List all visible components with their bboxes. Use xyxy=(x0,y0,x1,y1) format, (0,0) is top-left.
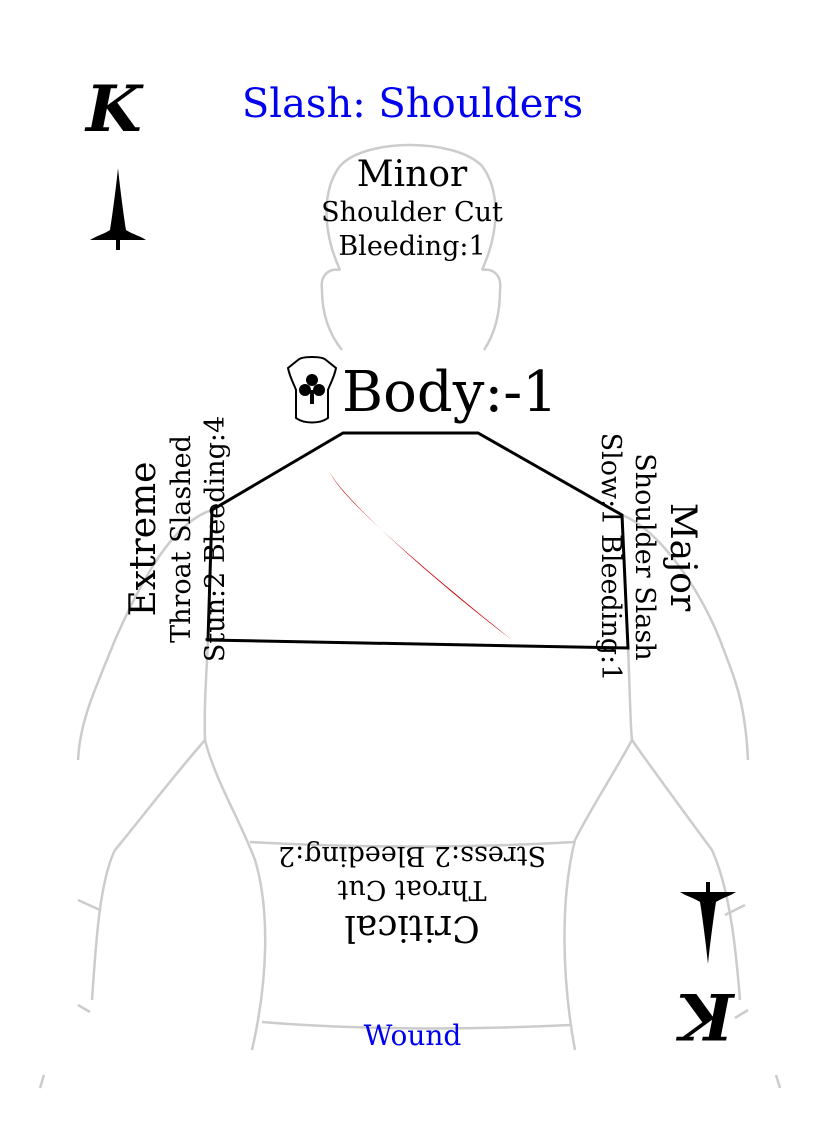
extreme-effect-name: Throat Slashed xyxy=(166,435,197,643)
shoulder-right-outline xyxy=(621,513,750,761)
torso-club-icon xyxy=(286,356,338,424)
ear-left xyxy=(320,268,341,291)
right-edge-marks xyxy=(724,903,782,1089)
minor-heading: Minor xyxy=(356,154,468,195)
extreme-heading: Extreme xyxy=(123,461,164,617)
critical-effect-name: Throat Cut xyxy=(337,874,487,905)
major-effect-stats: Slow:1 Bleeding:1 xyxy=(595,432,626,682)
ear-right xyxy=(481,268,502,291)
neck-outline xyxy=(320,289,502,351)
torso-right-outline xyxy=(563,647,634,1051)
body-stat: Body:-1 xyxy=(342,360,558,425)
dagger-suit-icon-inverted xyxy=(680,882,736,964)
critical-section: Critical Throat Cut Stress:2 Bleeding:2 xyxy=(262,838,562,948)
major-section: Major Shoulder Slash Slow:1 Bleeding:1 xyxy=(589,407,703,707)
card-title: Slash: Shoulders xyxy=(241,81,584,127)
slash-wound-mark xyxy=(330,472,512,640)
arm-left-outline xyxy=(90,739,206,1001)
chest-band-top xyxy=(249,840,576,848)
critical-effect-stats: Stress:2 Bleeding:2 xyxy=(277,840,547,871)
arm-right-outline xyxy=(630,739,742,1001)
minor-effect-name: Shoulder Cut xyxy=(321,197,503,228)
major-effect-name: Shoulder Slash xyxy=(629,453,660,661)
extreme-section: Extreme Throat Slashed Stun:2 Bleeding:4 xyxy=(123,389,237,689)
minor-section: Minor Shoulder Cut Bleeding:1 xyxy=(262,154,562,264)
left-edge-marks xyxy=(38,898,101,1089)
dagger-suit-icon xyxy=(90,168,146,250)
card-type-label: Wound xyxy=(363,1019,462,1052)
torso-left-outline xyxy=(203,639,267,1051)
waist-band xyxy=(261,1020,571,1030)
minor-effect-stats: Bleeding:1 xyxy=(338,231,486,262)
major-heading: Major xyxy=(662,502,703,612)
rank-top: K xyxy=(86,72,142,147)
extreme-effect-stats: Stun:2 Bleeding:4 xyxy=(200,415,231,663)
head-outline xyxy=(325,143,497,271)
wound-region-outline xyxy=(206,431,630,650)
shoulder-left-outline xyxy=(76,508,213,761)
critical-heading: Critical xyxy=(344,907,480,948)
